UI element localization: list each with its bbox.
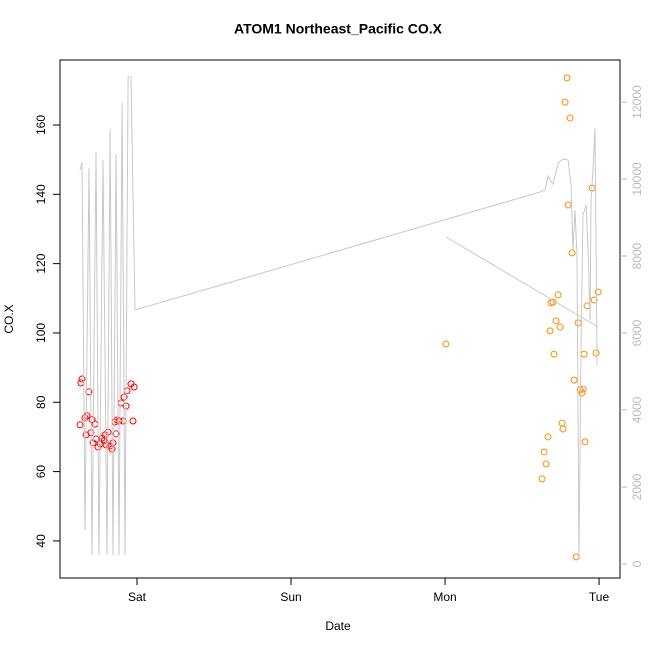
point (550, 350, 558, 358)
y2-tick-label: 6000 (630, 319, 644, 346)
point (574, 319, 582, 327)
x-axis-label: Date (325, 619, 351, 633)
point (558, 419, 566, 427)
y-tick-label: 140 (34, 184, 48, 204)
y2-tick-label: 4000 (630, 396, 644, 423)
y2-tick-label: 12000 (630, 85, 644, 119)
chart-title: ATOM1 Northeast_Pacific CO.X (234, 21, 443, 37)
point (579, 385, 587, 393)
point (119, 417, 127, 425)
point (542, 460, 550, 468)
point (552, 317, 560, 325)
point (81, 414, 89, 422)
point (109, 439, 117, 447)
point (540, 448, 548, 456)
x-tick-label: Tue (589, 590, 610, 604)
point (85, 388, 93, 396)
y-tick-label: 80 (34, 395, 48, 409)
point (559, 425, 567, 433)
y2-tick-label: 2000 (630, 473, 644, 500)
point (130, 383, 138, 391)
point (77, 379, 85, 387)
y-tick-label: 60 (34, 465, 48, 479)
point (572, 553, 580, 561)
point (568, 249, 576, 257)
point (129, 417, 137, 425)
point (566, 114, 574, 122)
point (538, 475, 546, 483)
point (592, 349, 600, 357)
y-tick-label: 40 (34, 534, 48, 548)
point (115, 417, 123, 425)
x-tick-label: Mon (433, 590, 456, 604)
point (554, 291, 562, 299)
point (76, 421, 84, 429)
y2-tick-label: 8000 (630, 242, 644, 269)
point (590, 296, 598, 304)
point (580, 350, 588, 358)
point (112, 430, 120, 438)
point (581, 438, 589, 446)
point (594, 288, 602, 296)
line (79, 76, 599, 557)
point (563, 74, 571, 82)
x-tick-label: Sat (128, 590, 147, 604)
y-tick-label: 160 (34, 115, 48, 135)
y-tick-label: 100 (34, 323, 48, 343)
point (78, 375, 86, 383)
x-tick-label: Sun (280, 590, 301, 604)
point (123, 387, 131, 395)
plot-box (59, 59, 621, 579)
point (561, 98, 569, 106)
y2-tick-label: 0 (630, 560, 644, 567)
y2-tick-label: 10000 (630, 162, 644, 196)
point (442, 340, 450, 348)
y-tick-label: 120 (34, 253, 48, 273)
point (556, 323, 564, 331)
y-axis-label: CO.X (2, 304, 16, 333)
point (546, 327, 554, 335)
point (578, 389, 586, 397)
point (564, 201, 572, 209)
point (570, 376, 578, 384)
point (544, 433, 552, 441)
